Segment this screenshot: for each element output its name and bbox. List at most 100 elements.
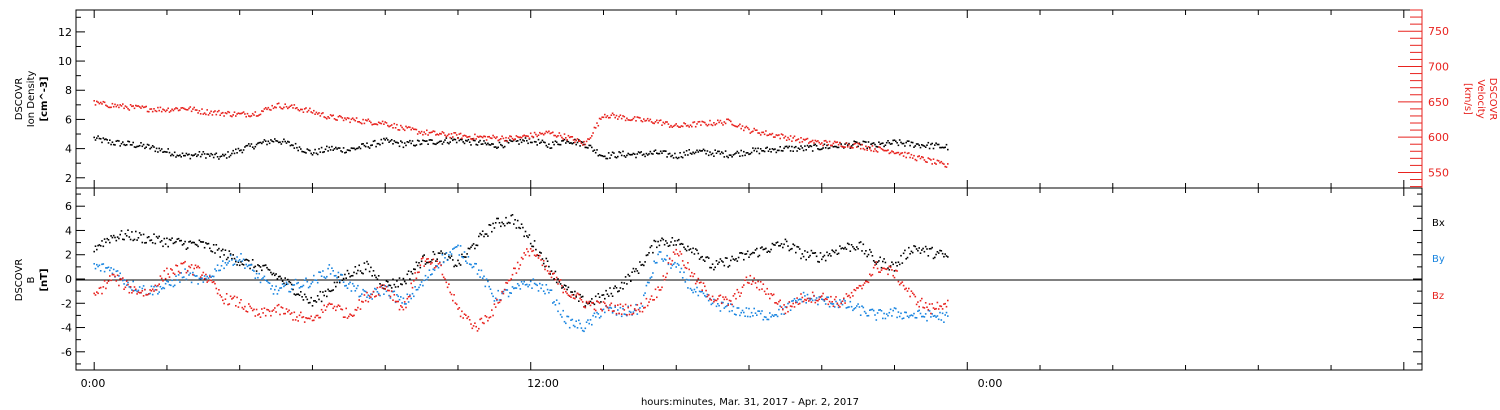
velocity-point [882,148,884,151]
bx-point [485,233,488,235]
bz-point [833,298,836,301]
ion-density-point [166,151,168,153]
velocity-point [944,165,946,168]
by-point [718,304,720,307]
bx-point [661,237,663,240]
bz-point [162,280,164,282]
bx-point [700,256,702,259]
velocity-point [305,107,307,109]
velocity-point [878,146,880,148]
velocity-point [749,132,752,134]
velocity-point [184,108,186,110]
bz-point [791,305,793,308]
ion-density-point [763,150,766,153]
velocity-point [307,109,310,112]
by-point [183,276,185,278]
by-point [203,275,206,277]
bz-point [209,275,211,278]
by-point [324,277,327,279]
bz-point [872,266,875,269]
ion-density-point [375,145,377,148]
bx-point [441,252,444,254]
by-point [548,291,550,294]
bz-point [488,316,490,319]
bx-point [211,250,214,253]
velocity-point [96,100,98,103]
ion-density-point [229,154,232,157]
bz-point [626,314,628,316]
bx-point [648,252,650,254]
bz-point [288,309,290,312]
legend-bz: Bz [1432,291,1444,302]
bx-point [300,291,302,293]
velocity-point [666,121,668,123]
velocity-point [383,123,385,125]
velocity-point [507,137,510,139]
velocity-point [727,118,729,121]
velocity-point [131,105,133,108]
by-point [105,267,107,269]
by-point [449,251,451,253]
velocity-point [402,128,405,130]
by-point [199,277,202,280]
by-point [484,285,487,288]
bz-point [424,260,427,263]
bz-point [518,267,520,270]
bz-point [168,276,171,278]
bz-point [275,311,277,313]
bz-point [713,300,715,303]
velocity-point [446,134,449,137]
ion-density-point [345,151,347,154]
velocity-point [403,129,406,132]
ion-density-point [659,150,662,153]
by-point [210,276,212,278]
ion-density-point [228,156,231,158]
by-point [914,316,917,319]
bz-point [619,303,622,306]
bz-point [181,262,184,265]
ion-density-point [667,153,670,155]
ion-density-point [869,146,871,149]
velocity-point [628,119,631,121]
by-point [789,309,792,311]
bz-point [763,290,766,293]
ion-density-point [769,148,771,150]
velocity-point [662,121,665,124]
ion-density-point [284,140,286,143]
bx-point [351,274,354,277]
velocity-point [316,113,319,115]
velocity-point [267,106,270,109]
ion-density-point [792,150,794,152]
velocity-point [849,146,852,148]
bz-point [610,302,613,305]
bz-point [99,286,102,289]
velocity-point [264,107,267,109]
velocity-point [757,132,759,134]
velocity-point [406,127,409,129]
ion-density-point [109,139,111,141]
bx-point [941,252,944,255]
bx-point [497,217,499,220]
ion-density-point [366,142,368,144]
by-point [189,272,192,275]
ion-density-point [310,152,312,155]
velocity-point [201,108,203,110]
velocity-point [945,166,948,168]
bz-point [523,252,525,254]
by-point [910,314,913,316]
bx-point [884,261,887,264]
by-point [728,310,731,313]
velocity-point [389,125,392,127]
bx-point [406,273,409,276]
by-point [653,260,655,263]
ion-density-point [848,142,850,145]
bx-point [518,226,520,229]
by-point [428,269,431,271]
bz-point [550,276,553,279]
bx-point [129,238,132,241]
by-point [731,310,733,312]
ion-density-point [776,149,779,152]
ion-density-point [111,141,114,143]
bx-point [206,243,208,245]
bz-point [214,282,216,285]
